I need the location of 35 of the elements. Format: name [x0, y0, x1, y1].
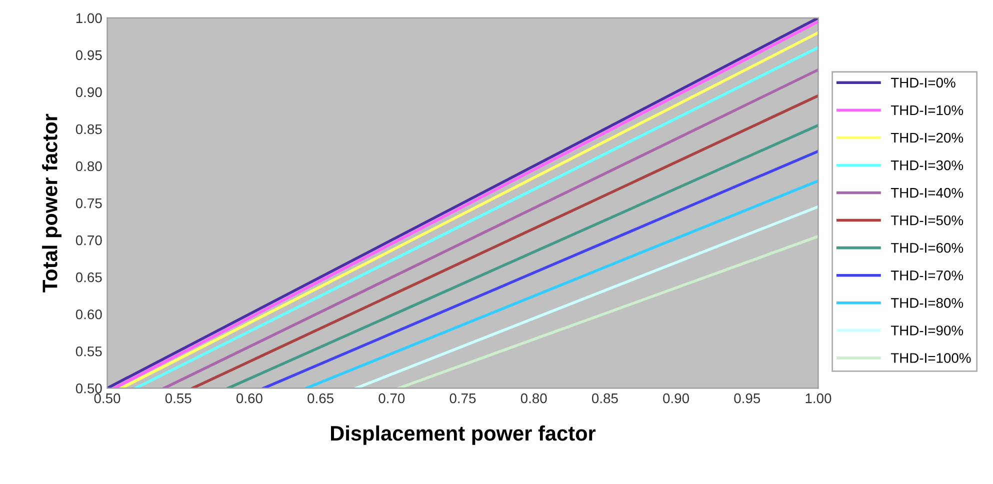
legend-label: THD-I=100% — [890, 353, 971, 363]
x-tick-label: 0.65 — [308, 393, 334, 404]
y-tick-label: 0.60 — [76, 309, 102, 320]
legend-label: THD-I=60% — [890, 242, 964, 253]
legend-label: THD-I=50% — [890, 215, 964, 226]
x-tick-label: 0.70 — [378, 393, 405, 404]
x-tick-label: 0.60 — [236, 393, 262, 404]
y-tick-label: 0.85 — [76, 124, 102, 134]
x-tick-label: 0.85 — [592, 393, 618, 404]
y-tick-label: 0.55 — [76, 346, 102, 356]
y-axis-title: Total power factor — [42, 114, 62, 292]
x-tick-label: 1.00 — [806, 393, 832, 404]
x-tick-label: 0.75 — [450, 393, 476, 404]
x-axis-title: Displacement power factor — [331, 425, 596, 445]
y-tick-label: 1.00 — [76, 13, 102, 24]
y-tick-label: 0.50 — [76, 384, 102, 394]
y-tick-label: 0.75 — [76, 198, 102, 208]
x-tick-label: 0.50 — [94, 393, 120, 404]
y-tick-label: 0.80 — [76, 161, 102, 172]
legend-label: THD-I=30% — [890, 160, 964, 170]
x-tick-label: 0.80 — [520, 393, 547, 404]
legend-label: THD-I=90% — [890, 326, 964, 336]
y-tick-label: 0.90 — [76, 87, 102, 98]
legend-label: THD-I=70% — [890, 270, 964, 280]
x-tick-label: 0.95 — [734, 393, 760, 404]
x-tick-label: 0.55 — [165, 393, 192, 404]
legend-label: THD-I=40% — [890, 188, 964, 198]
x-tick-label: 0.90 — [663, 393, 690, 404]
legend-label: THD-I=0% — [890, 78, 956, 88]
legend-label: THD-I=20% — [890, 132, 964, 143]
y-tick-label: 0.70 — [76, 235, 102, 246]
legend-label: THD-I=10% — [890, 105, 964, 116]
y-tick-label: 0.65 — [76, 272, 102, 282]
y-tick-label: 0.95 — [76, 50, 102, 60]
legend-label: THD-I=80% — [890, 298, 964, 308]
